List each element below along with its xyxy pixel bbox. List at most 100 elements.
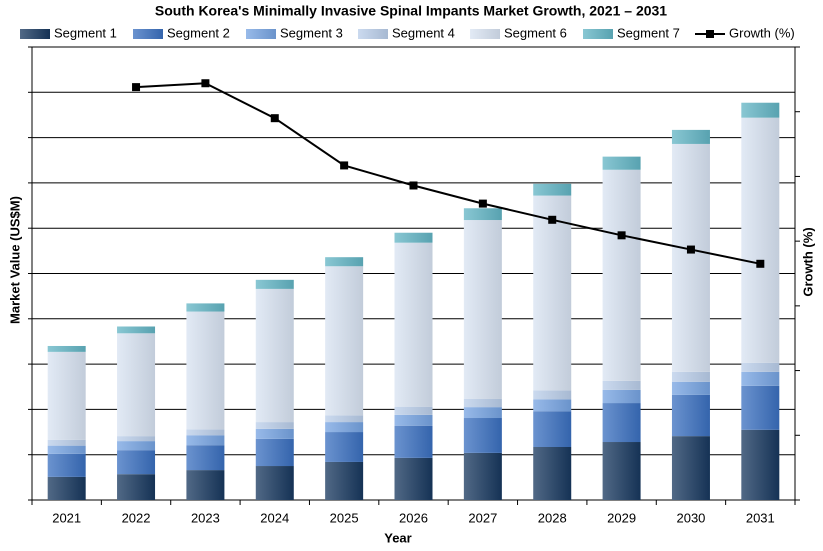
legend-swatch <box>246 29 276 39</box>
bar-segment <box>186 445 225 471</box>
growth-marker <box>617 231 626 240</box>
legend-label: Segment 3 <box>280 25 343 40</box>
bar-segment <box>186 435 225 446</box>
growth-marker <box>548 215 557 224</box>
growth-marker <box>756 259 765 268</box>
bar-segment <box>117 326 156 334</box>
bar-segment <box>741 117 780 363</box>
bar-segment <box>255 438 294 467</box>
bar-segment <box>463 208 502 221</box>
bar-segment <box>47 453 86 477</box>
growth-marker <box>478 199 487 208</box>
bar-segment <box>117 333 156 437</box>
legend-swatch <box>133 29 163 39</box>
bar-segment <box>325 432 364 462</box>
x-tick-label: 2022 <box>122 510 151 525</box>
x-tick-label: 2023 <box>191 510 220 525</box>
bar-segment <box>325 422 364 433</box>
growth-marker <box>270 114 279 123</box>
bar-segment <box>186 470 225 500</box>
bar-segment <box>533 195 572 391</box>
bar-segment <box>602 156 641 170</box>
x-axis-title: Year <box>384 530 411 545</box>
bar-segment <box>671 394 710 437</box>
x-tick-label: 2026 <box>399 510 428 525</box>
bar-segment <box>47 439 86 446</box>
bar-segment <box>117 436 156 442</box>
legend-label: Segment 6 <box>504 25 567 40</box>
growth-marker <box>132 83 141 92</box>
bar-segment <box>741 371 780 386</box>
bar-segment <box>394 406 433 415</box>
bar-segment <box>325 415 364 423</box>
bar-segment <box>117 450 156 475</box>
bar-segment <box>533 446 572 500</box>
bar-segment <box>117 474 156 500</box>
bar-segment <box>602 403 641 443</box>
bar-segment <box>325 461 364 500</box>
bar-segment <box>255 279 294 289</box>
legend-swatch <box>20 29 50 39</box>
bar-segment <box>186 311 225 430</box>
bar-segment <box>463 452 502 500</box>
bar-segment <box>741 429 780 500</box>
bar-segment <box>602 389 641 404</box>
bar-segment <box>394 414 433 426</box>
legend-label: Segment 4 <box>392 25 455 40</box>
bar-segment <box>186 429 225 436</box>
bar-segment <box>325 257 364 267</box>
bar-segment <box>255 288 294 423</box>
bar-segment <box>186 303 225 312</box>
growth-marker <box>201 79 210 88</box>
legend-swatch <box>583 29 613 39</box>
bar-segment <box>47 445 86 454</box>
bar-segment <box>671 371 710 382</box>
bar-segment <box>533 411 572 447</box>
x-tick-label: 2025 <box>330 510 359 525</box>
legend-swatch <box>470 29 500 39</box>
y2-axis-title: Growth (%) <box>800 227 815 296</box>
x-tick-label: 2031 <box>746 510 775 525</box>
x-tick-label: 2028 <box>538 510 567 525</box>
bar-segment <box>47 351 86 440</box>
bar-segment <box>463 220 502 399</box>
bar-segment <box>117 441 156 451</box>
bar-segment <box>671 381 710 395</box>
bar-segment <box>255 428 294 439</box>
bar-segment <box>325 266 364 416</box>
bar-segment <box>671 143 710 372</box>
growth-line <box>135 82 761 265</box>
bar-segment <box>394 425 433 458</box>
legend-swatch <box>358 29 388 39</box>
bar-segment <box>741 385 780 430</box>
bar-segment <box>255 466 294 500</box>
legend-marker <box>706 30 714 38</box>
bar-segment <box>394 232 433 243</box>
bar-segment <box>47 345 86 352</box>
chart-title: South Korea's Minimally Invasive Spinal … <box>155 3 667 19</box>
legend-label: Segment 7 <box>617 25 680 40</box>
legend-label: Segment 1 <box>54 25 117 40</box>
x-tick-label: 2027 <box>468 510 497 525</box>
bar-segment <box>463 418 502 453</box>
bar-segment <box>671 436 710 500</box>
legend-label: Segment 2 <box>167 25 230 40</box>
bar-segment <box>394 242 433 407</box>
bar-segment <box>533 390 572 400</box>
growth-marker <box>409 181 418 190</box>
bar-segment <box>602 380 641 390</box>
y-axis-title: Market Value (US$M) <box>7 196 22 324</box>
x-tick-label: 2024 <box>260 510 289 525</box>
legend-label: Growth (%) <box>729 25 795 40</box>
bar-segment <box>255 422 294 429</box>
bar-segment <box>47 476 86 500</box>
bar-segment <box>671 129 710 144</box>
bar-segment <box>394 457 433 500</box>
bar-segment <box>741 102 780 118</box>
bar-segment <box>602 442 641 500</box>
bar-segment <box>602 169 641 381</box>
growth-marker <box>340 161 349 170</box>
bar-segment <box>463 398 502 408</box>
bar-segment <box>533 399 572 412</box>
